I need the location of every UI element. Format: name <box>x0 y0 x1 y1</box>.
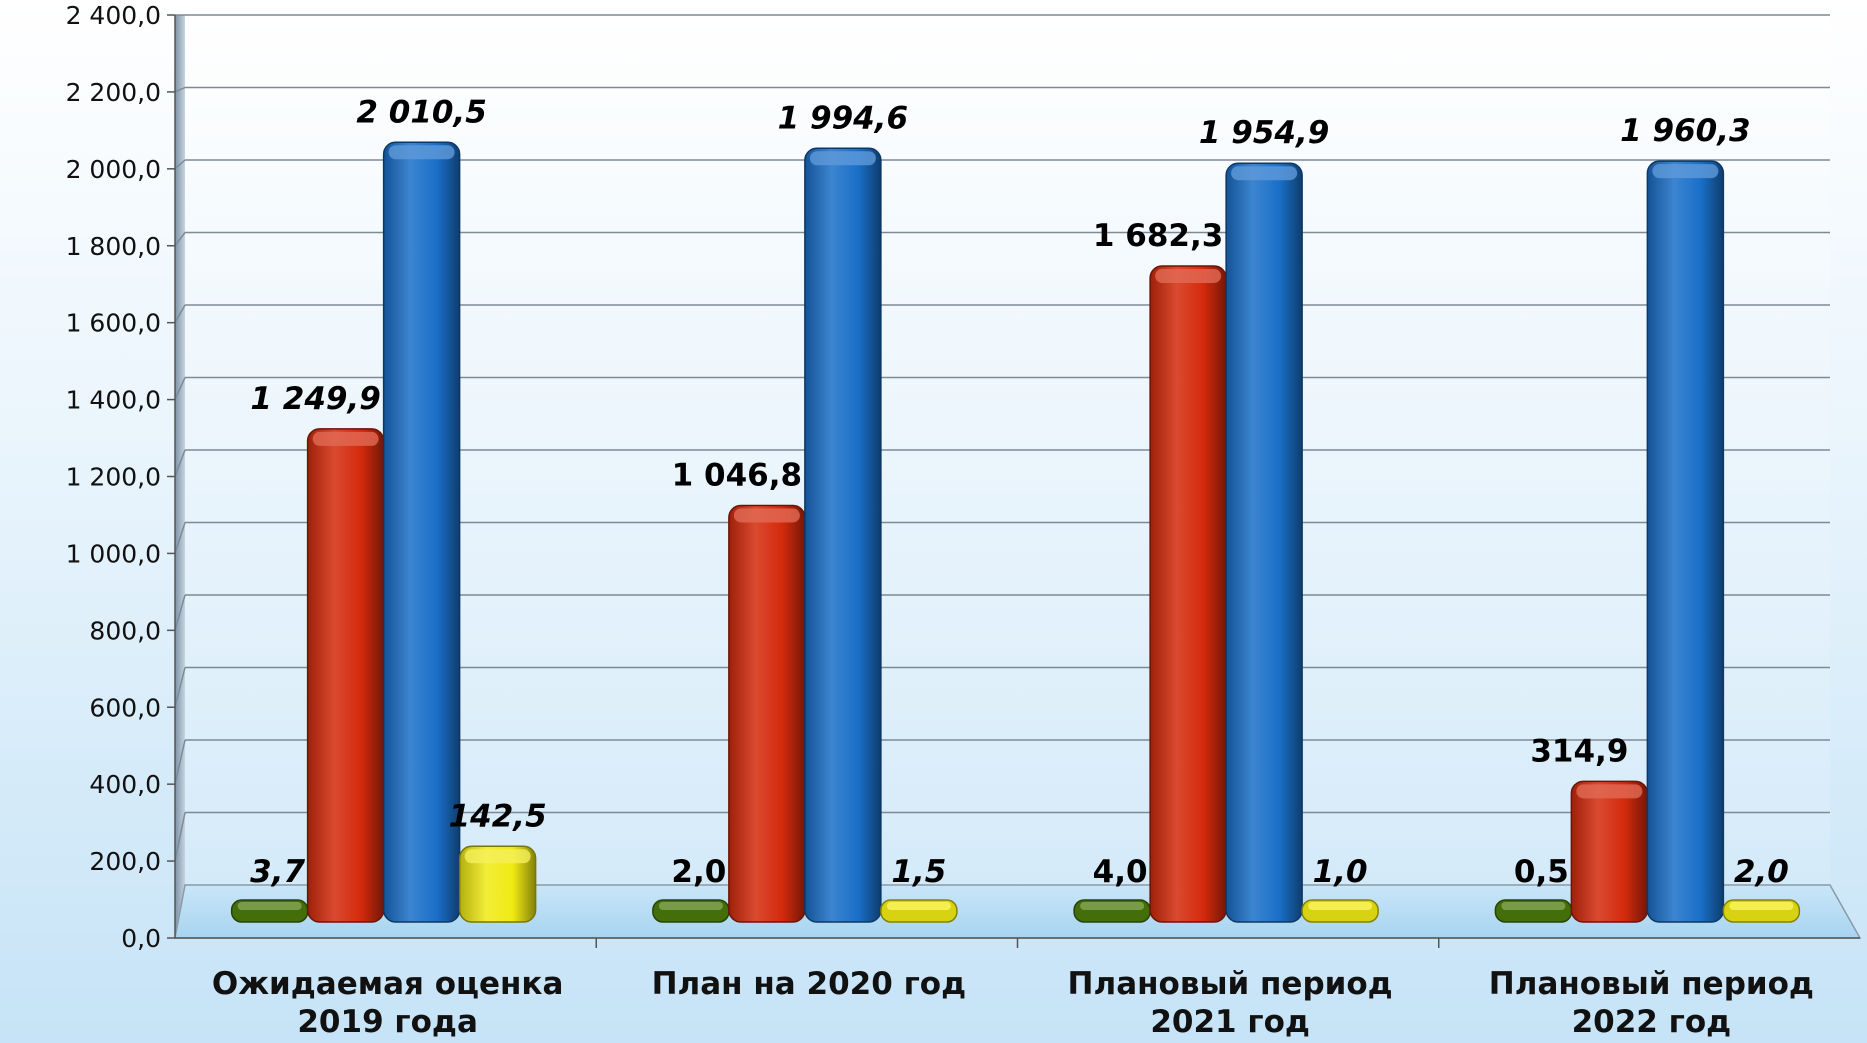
y-tick-label: 2 400,0 <box>66 1 161 30</box>
bar <box>1149 265 1227 923</box>
bar-top <box>809 151 876 166</box>
data-label: 1 994,6 <box>778 100 908 136</box>
gridline-side <box>174 377 186 400</box>
bar-shape <box>1149 265 1227 923</box>
bar-shape <box>804 147 882 923</box>
data-label: 1,0 <box>1313 854 1368 890</box>
y-tick-label: 1 600,0 <box>66 309 161 338</box>
x-category-label: 2022 год <box>1572 1004 1732 1040</box>
gridline-side <box>174 812 186 862</box>
data-label: 314,9 <box>1530 733 1628 769</box>
y-tick-label: 1 200,0 <box>66 463 161 492</box>
gridline-side <box>174 667 186 708</box>
data-label: 0,5 <box>1514 854 1569 890</box>
x-category-label: 2019 года <box>297 1004 478 1040</box>
bar <box>458 845 537 923</box>
x-category-label: 2021 год <box>1150 1004 1310 1040</box>
data-label: 2,0 <box>671 854 726 890</box>
bar <box>306 428 385 923</box>
bar-top <box>1231 166 1298 181</box>
data-label: 1,5 <box>891 854 946 890</box>
x-category-label: Плановый период <box>1068 966 1393 1002</box>
bar-highlight <box>658 902 723 910</box>
bar-highlight <box>237 902 302 910</box>
x-category-label: Плановый период <box>1489 966 1814 1002</box>
side-wall <box>175 15 185 938</box>
data-label: 1 960,3 <box>1620 113 1750 149</box>
bar <box>1073 899 1151 923</box>
bar-shape <box>382 141 461 923</box>
gridline-side <box>174 86 186 93</box>
bar-top <box>388 145 455 160</box>
bar <box>728 504 806 923</box>
bar <box>880 899 958 923</box>
y-tick-label: 200,0 <box>89 847 161 876</box>
bar <box>1646 160 1725 923</box>
gridline-side <box>174 449 186 477</box>
bar-top <box>1155 268 1222 283</box>
y-tick-label: 400,0 <box>89 770 161 799</box>
bar-shape <box>728 504 806 923</box>
y-tick-label: 2 200,0 <box>66 78 161 107</box>
y-tick-label: 2 000,0 <box>66 155 161 184</box>
data-label: 1 249,9 <box>250 381 380 417</box>
bars <box>230 141 1801 923</box>
bar-shape <box>306 428 385 923</box>
gridline-side <box>174 159 186 170</box>
data-label: 3,7 <box>250 854 305 890</box>
bar <box>652 899 730 923</box>
bar-top <box>733 508 800 523</box>
bar-shape <box>458 845 537 923</box>
bar-highlight <box>1080 902 1145 910</box>
gridline-side <box>174 522 186 554</box>
data-label: 1 046,8 <box>672 457 802 493</box>
x-category-label: План на 2020 год <box>652 966 967 1002</box>
y-tick-label: 1 800,0 <box>66 232 161 261</box>
bar <box>1722 899 1801 923</box>
data-label: 2 010,5 <box>356 94 486 130</box>
y-tick-label: 600,0 <box>89 693 161 722</box>
gridline-side <box>174 594 186 631</box>
bar <box>382 141 461 923</box>
bar <box>1570 780 1649 923</box>
bar-top <box>1576 784 1643 799</box>
bar-top <box>312 431 379 446</box>
bar-shape <box>1646 160 1725 923</box>
data-label: 2,0 <box>1734 854 1789 890</box>
y-tick-label: 800,0 <box>89 616 161 645</box>
gridline-side <box>174 304 186 324</box>
y-tick-label: 1 000,0 <box>66 539 161 568</box>
y-tick-label: 0,0 <box>121 924 161 953</box>
bar-highlight <box>1501 902 1566 910</box>
bar-top <box>464 849 531 864</box>
bar <box>1301 899 1379 923</box>
bar-highlight <box>1729 902 1794 910</box>
bar-top <box>1652 164 1719 179</box>
data-label: 142,5 <box>449 798 547 834</box>
data-label: 4,0 <box>1093 854 1148 890</box>
bar <box>804 147 882 923</box>
gridline-side <box>174 739 186 785</box>
x-category-label: Ожидаемая оценка <box>212 966 564 1002</box>
value-labels: 3,7 1 249,9 2 010,5 142,5 2,0 1 046,8 1 994,6 1… <box>250 94 1789 890</box>
y-tick-label: 1 400,0 <box>66 386 161 415</box>
data-label: 1 954,9 <box>1199 115 1329 151</box>
bar-shape <box>1225 162 1303 923</box>
bar <box>230 899 309 923</box>
bar <box>1225 162 1303 923</box>
y-axis-ticks: 0,0 200,0 400,0 600,0 800,0 1 000,0 1 200,0 1 4… <box>66 1 1860 953</box>
bar-shape <box>1570 780 1649 923</box>
bar-highlight <box>1308 902 1373 910</box>
bar-highlight <box>886 902 951 910</box>
gridline-side <box>174 232 186 247</box>
data-label: 1 682,3 <box>1093 218 1223 254</box>
bar <box>1494 899 1573 923</box>
